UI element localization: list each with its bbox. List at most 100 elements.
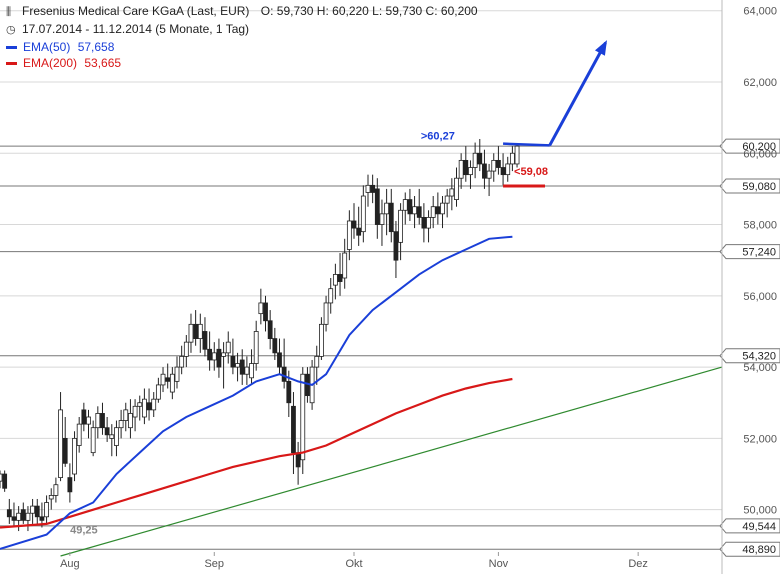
ema50-line (0, 235, 513, 550)
candle-body (118, 420, 124, 429)
candle-body (463, 159, 469, 176)
candle-body (165, 377, 171, 382)
candle-body (114, 427, 119, 446)
candle-body (379, 213, 385, 225)
level-label: 54,320 (742, 351, 776, 363)
candle-body (155, 384, 161, 400)
candle-body (356, 227, 362, 236)
candles (0, 139, 520, 532)
candle-body (128, 413, 133, 429)
candle-body (202, 331, 208, 350)
candle-body (53, 484, 59, 496)
candle-body (58, 409, 63, 478)
resistance-line (503, 142, 550, 147)
candle-body (25, 512, 31, 521)
candle-body (151, 398, 157, 411)
candle-body (449, 188, 455, 197)
candle-body (430, 206, 436, 218)
x-tick-label: Aug (60, 558, 80, 570)
y-tick-label: 52,000 (743, 433, 777, 445)
candle-body (207, 348, 213, 361)
ema200-line (0, 377, 513, 529)
candle-body (30, 505, 36, 514)
candle-body (6, 509, 12, 518)
candle-body (332, 274, 338, 286)
candle-body (388, 202, 394, 233)
candle-body (225, 341, 231, 354)
candle-body (328, 288, 334, 304)
candle-body (370, 184, 376, 193)
candle-body (81, 409, 87, 425)
candle-body (20, 509, 26, 521)
x-tick-label: Okt (345, 558, 362, 570)
candle-body (16, 512, 22, 521)
candle-body (342, 252, 348, 279)
candle-body (444, 195, 450, 204)
ema50-value: 57,658 (77, 40, 115, 54)
candle-body (216, 348, 222, 368)
candle-body (137, 402, 143, 407)
candle-body (351, 220, 357, 229)
candle-body (300, 373, 306, 461)
level-label: 48,890 (742, 544, 776, 556)
chart-title: Fresenius Medical Care KGaA (Last, EUR) (22, 4, 250, 18)
candle-body (104, 427, 110, 436)
candle-body (76, 423, 82, 446)
candle-body (109, 434, 115, 439)
annotation-label: <59,08 (514, 166, 548, 178)
projection-overlays (503, 40, 607, 188)
level-label: 60,200 (742, 141, 776, 153)
candle-body (258, 302, 264, 315)
candle-body (374, 188, 380, 225)
candle-body (337, 274, 343, 282)
candle-body (514, 145, 520, 165)
candle-body (477, 152, 483, 165)
ohlc-values: O: 59,730 H: 60,220 L: 59,730 C: 60,200 (260, 4, 478, 18)
candle-body (146, 402, 152, 411)
candle-body (0, 473, 3, 482)
forecast-arrow (548, 42, 607, 147)
candle-body (100, 413, 105, 429)
candle-body (188, 323, 194, 343)
candle-body (360, 195, 366, 233)
level-label: 49,544 (742, 521, 776, 533)
candle-body (197, 323, 203, 339)
candle-body (496, 159, 501, 168)
level-tag (719, 541, 780, 557)
candle-body (509, 152, 515, 165)
candle-body (86, 416, 91, 425)
candle-body (179, 356, 185, 368)
ema200-swatch (6, 62, 17, 66)
candle-body (491, 159, 497, 172)
level-tag (719, 138, 780, 154)
y-tick-label: 62,000 (743, 77, 777, 89)
candle-body (95, 413, 101, 429)
candle-body (221, 352, 226, 357)
candle-body (44, 502, 49, 518)
candle-body (67, 477, 73, 493)
candlestick-icon: ⫼ (6, 6, 12, 18)
candle-body (62, 437, 68, 464)
candle-body (244, 366, 250, 375)
candle-body (169, 373, 175, 393)
y-tick-label: 60,000 (743, 148, 777, 160)
candle-body (34, 505, 40, 518)
candle-body (398, 209, 403, 243)
candle-body (416, 206, 422, 218)
candle-body (193, 323, 199, 339)
candle-body (407, 199, 413, 215)
candle-body (90, 427, 96, 454)
candle-body (412, 206, 417, 215)
candle-body (230, 356, 236, 368)
candle-body (263, 302, 268, 322)
y-tick-label: 54,000 (743, 362, 777, 374)
level-tag (719, 348, 780, 364)
candle-body (426, 217, 431, 229)
candle-body (472, 152, 478, 168)
x-tick-label: Sep (204, 558, 224, 570)
candle-body (440, 202, 445, 215)
candle-body (468, 167, 473, 176)
candle-body (482, 163, 487, 179)
candle-body (272, 338, 278, 354)
